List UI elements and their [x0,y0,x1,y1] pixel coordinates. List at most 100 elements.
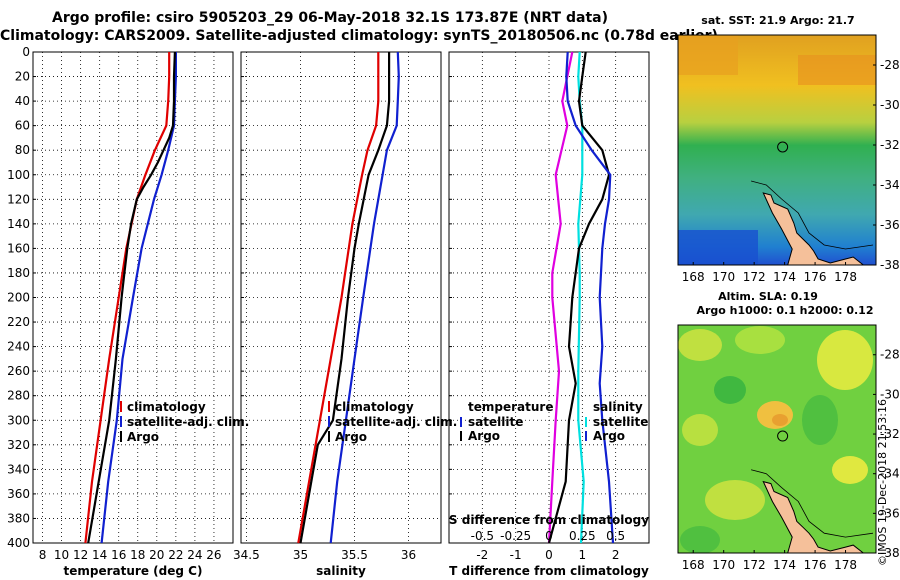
depth-tick-label: 60 [15,119,30,133]
sla-anomaly-blob [817,330,873,390]
sla-anomaly-blob [682,414,718,446]
difference-xtick-label: 2 [612,548,620,562]
sst-map-ytick-label: -28 [880,58,900,72]
sla-anomaly-blob [735,326,785,354]
salinity-xlabel: salinity [316,564,366,578]
temperature-xtick-label: 14 [92,548,107,562]
diff-legend-item-left: Argo [468,429,500,443]
sla-map-xtick-label: 170 [712,558,735,572]
sla-map-ytick-label: -28 [880,348,900,362]
temperature-legend-label: Argo [127,430,159,444]
temperature-diff-satellite-line [547,51,574,544]
sst-map-xtick-label: 178 [834,270,857,284]
depth-tick-label: 400 [7,536,30,550]
depth-tick-label: 380 [7,511,30,525]
temperature-legend-label: satellite-adj. clim. [127,415,249,429]
sst-map-frame [677,34,877,266]
temperature-xtick-label: 18 [130,548,145,562]
sla-map-ytick-label: -36 [880,506,900,520]
sla-map-argo-marker [777,430,789,442]
sst-map-xtick-label: 170 [712,270,735,284]
salinity-satellite-line [329,51,400,544]
sst-map-xtick-label: 168 [682,270,705,284]
depth-tick-label: 300 [7,413,30,427]
sla-anomaly-blob [757,401,793,429]
sst-cold-patch [678,230,758,265]
salinity-xtick-label: 34.5 [233,548,260,562]
temperature-xtick-label: 22 [168,548,183,562]
temperature-legend-label: climatology [127,400,206,414]
sst-map-field [678,35,876,265]
sst-map-title: sat. SST: 21.9 Argo: 21.7 [701,14,855,27]
depth-tick-label: 20 [15,70,30,84]
sla-anomaly-blob [705,480,765,520]
temperature-xtick-label: 20 [149,548,164,562]
sla-map-field [678,325,876,553]
sst-warm-patch [798,55,876,85]
temperature-argo-line [87,51,176,544]
salinity-legend-label: satellite-adj. clim. [335,415,457,429]
temperature-xlabel: temperature (deg C) [64,564,203,578]
depth-tick-label: 240 [7,340,30,354]
sst-map-ytick-label: -34 [880,178,900,192]
salinity-diff-tick-label: -0.5 [471,529,494,543]
temperature-xtick-label: 10 [54,548,69,562]
difference-xtick-label: 0 [545,548,553,562]
sst-map-ytick-label: -30 [880,98,900,112]
depth-tick-label: 140 [7,217,30,231]
sla-anomaly-blob [802,395,838,445]
sla-anomaly-blob [680,526,720,553]
sst-warm-patch [678,35,738,75]
sla-map-title-2: Argo h1000: 0.1 h2000: 0.12 [696,304,874,317]
temperature-diff-argo-line [547,51,611,544]
sla-map-xtick-label: 168 [682,558,705,572]
sla-anomaly-blob [832,456,868,484]
temperature-xtick-label: 12 [73,548,88,562]
salinity-panel: 34.5 35 35.5 36 salinity [233,51,442,578]
salinity-xtick-label: 36 [401,548,416,562]
difference-xtick-label: 1 [579,548,587,562]
sla-map-xtick-label: 176 [804,558,827,572]
sst-map-argo-marker [777,141,789,153]
sla-map-xtick-label: 178 [834,558,857,572]
diff-legend-temperature-title: temperature [468,400,553,414]
depth-tick-label: 40 [15,94,30,108]
land-mass [762,480,865,553]
sla-anomaly-blob [714,376,746,404]
salinity-argo-line [299,52,391,544]
sst-map-ytick-label: -32 [880,138,900,152]
temperature-panel: 8 10 12 14 16 18 20 22 24 26020406080100120140160… [7,45,234,578]
temperature-climatology-line [84,52,171,544]
depth-tick-label: 260 [7,364,30,378]
temperature-xtick-label: 26 [206,548,221,562]
salinity-legend-label: Argo [335,430,367,444]
sst-map-xtick-label: 176 [804,270,827,284]
sst-map-ytick-label: -36 [880,218,900,232]
depth-tick-label: 100 [7,168,30,182]
salinity-diff-argo-line [565,51,615,544]
title-line-2: Climatology: CARS2009. Satellite-adjuste… [0,28,718,44]
sla-map-ytick-label: -30 [880,387,900,401]
sla-map-xtick-label: 172 [743,558,766,572]
depth-tick-label: 340 [7,462,30,476]
sla-map-frame [677,324,877,554]
depth-tick-label: 180 [7,266,30,280]
sla-map-ytick-label: -32 [880,427,900,441]
sla-map-ytick-label: -38 [880,546,900,560]
difference-xtick-label: -2 [476,548,488,562]
sla-anomaly-blob [678,329,722,361]
temperature-xtick-label: 16 [111,548,126,562]
salinity-diff-axis-label: S difference from climatology [449,513,649,527]
diff-legend-item-right: satellite [593,415,648,429]
depth-tick-label: 220 [7,315,30,329]
salinity-diff-tick-label: 0 [545,529,553,543]
bathymetry-contour [750,180,874,250]
depth-tick-label: 320 [7,438,30,452]
difference-xtick-label: -1 [510,548,522,562]
depth-tick-label: 160 [7,241,30,255]
diff-legend-salinity-title: salinity [593,400,643,414]
salinity-xtick-label: 35 [293,548,308,562]
depth-tick-label: 200 [7,291,30,305]
sst-map-xtick-label: 174 [773,270,796,284]
